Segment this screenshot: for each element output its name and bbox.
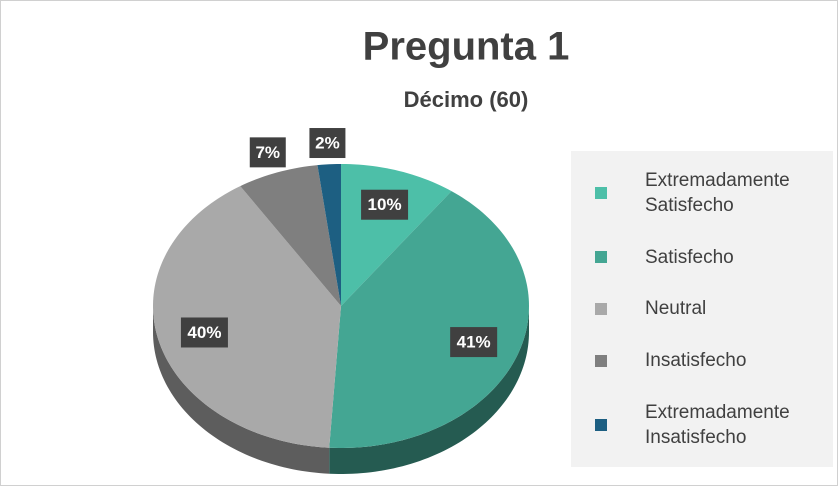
legend-swatch	[595, 187, 607, 200]
data-label: 40%	[187, 323, 221, 342]
data-label: 2%	[315, 134, 340, 153]
chart-subtitle: Décimo (60)	[404, 87, 529, 112]
pie-slice	[329, 191, 529, 448]
data-label-box	[309, 128, 346, 159]
legend-swatch	[595, 418, 607, 431]
legend: Extremadamente Satisfecho Satisfecho Neutr…	[571, 151, 833, 467]
legend-item: Insatisfecho	[571, 348, 833, 373]
legend-swatch	[595, 302, 607, 315]
data-label: 10%	[368, 195, 402, 214]
pie-slice	[153, 186, 341, 448]
legend-label: Insatisfecho	[645, 350, 747, 372]
data-label-box	[361, 189, 409, 220]
legend-item: Extremadamente Satisfecho	[571, 168, 833, 218]
data-label-box	[249, 137, 286, 168]
legend-label: Extremadamente Satisfecho	[645, 170, 790, 217]
legend-item: Neutral	[571, 296, 833, 321]
chart-title: Pregunta 1	[363, 25, 570, 69]
data-label-box	[450, 327, 498, 358]
pie-slice-side	[329, 306, 529, 474]
data-label: 7%	[255, 143, 280, 162]
legend-label: Satisfecho	[645, 246, 734, 268]
legend-swatch	[595, 354, 607, 367]
data-label-box	[180, 317, 228, 348]
pie-slice	[317, 164, 341, 306]
legend-swatch	[595, 251, 607, 264]
data-label: 41%	[457, 333, 491, 352]
legend-item: Extremadamente Insatisfecho	[571, 400, 833, 450]
pie-slice-side	[153, 306, 330, 474]
legend-label: Neutral	[645, 298, 707, 320]
legend-item: Satisfecho	[571, 245, 833, 270]
pie-slice	[240, 165, 341, 306]
legend-label: Extremadamente Insatisfecho	[645, 401, 790, 448]
